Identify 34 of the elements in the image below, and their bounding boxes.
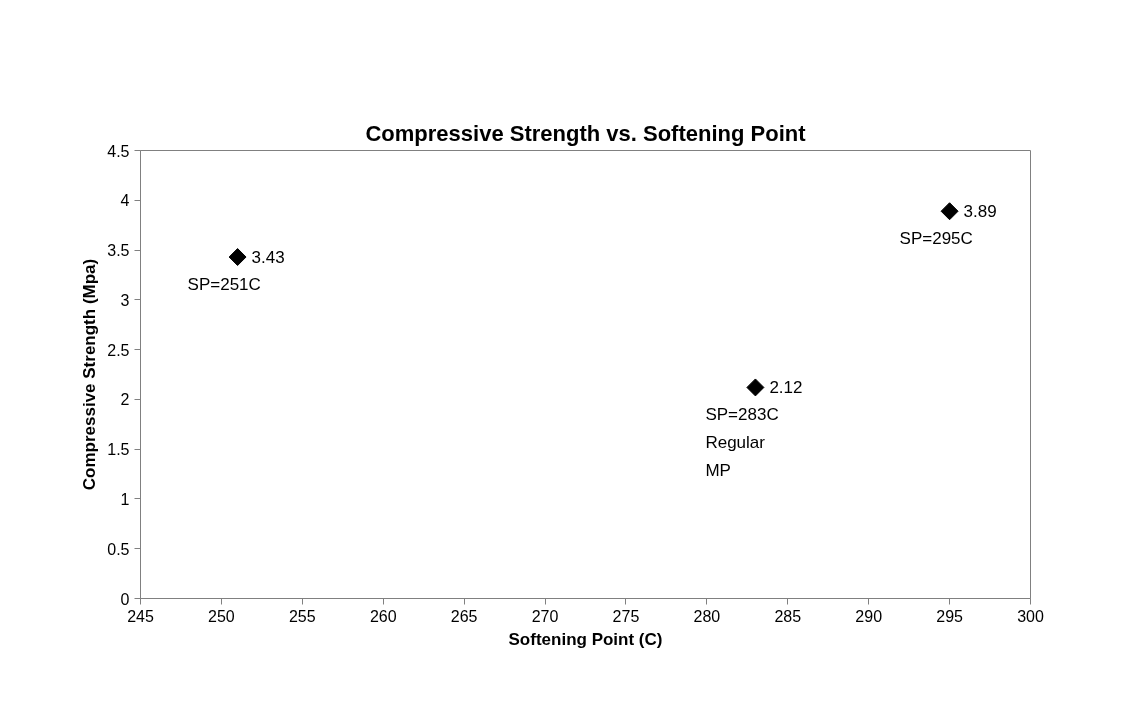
point: [746, 378, 765, 397]
x-tick-label: 265: [450, 607, 478, 625]
x-tick-label: 255: [288, 607, 316, 625]
x-tick-label: 260: [369, 607, 397, 625]
y-tick-label: 3.5: [107, 242, 130, 260]
y-tick-label: 1.5: [107, 441, 130, 459]
data-label: 2.12: [769, 378, 803, 398]
x-tick-label: 295: [936, 607, 964, 625]
x-tick-label: 250: [208, 607, 235, 625]
data-label: 3.43: [251, 248, 285, 268]
x-tick-label: 245: [127, 607, 154, 625]
annotation: SP=295C: [899, 229, 973, 249]
y-tick-label: 0.5: [107, 540, 130, 558]
y-axis-title: Compressive Strength (Mpa): [80, 258, 100, 491]
point: [940, 202, 959, 221]
y-tick-label: 4.5: [107, 142, 130, 160]
annotation: SP=251C: [187, 275, 261, 295]
data-label: 3.89: [963, 202, 997, 222]
annotation: SP=283C Regular MP: [705, 405, 779, 480]
x-tick-label: 270: [531, 607, 559, 625]
y-tick-label: 0: [120, 590, 130, 608]
y-tick-label: 1: [120, 490, 130, 508]
point: [228, 248, 247, 267]
chart-title: Compressive Strength vs. Softening Point: [365, 120, 807, 146]
y-tick-label: 2: [120, 391, 130, 409]
y-tick-label: 2.5: [107, 341, 130, 359]
y-tick-label: 3: [120, 291, 130, 309]
x-tick-label: 280: [693, 607, 721, 625]
x-tick-label: 275: [612, 607, 640, 625]
x-tick-label: 290: [855, 607, 883, 625]
x-tick-label: 300: [1017, 607, 1044, 625]
x-axis-title: Softening Point (C): [508, 629, 663, 649]
y-tick-label: 4: [120, 192, 130, 210]
x-tick-label: 285: [774, 607, 802, 625]
